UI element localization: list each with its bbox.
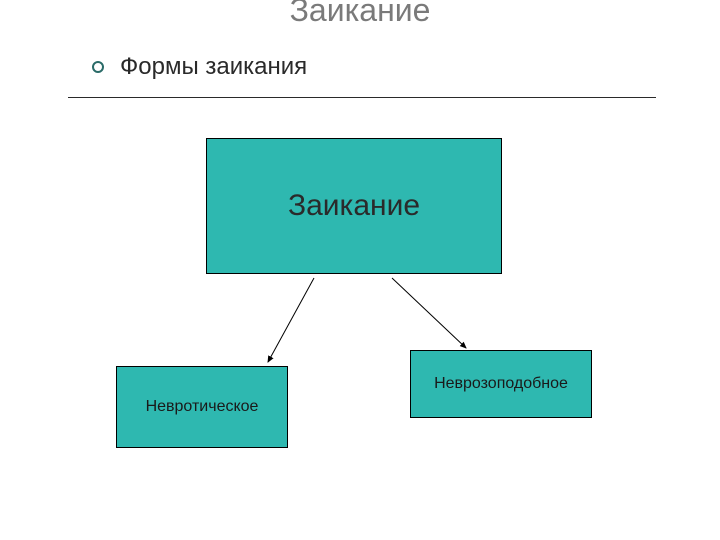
diagram-node-right: Неврозоподобное xyxy=(410,350,592,418)
diagram-edge-left xyxy=(268,278,314,362)
diagram-container: Заикание Невротическое Неврозоподобное xyxy=(0,98,720,478)
diagram-node-right-label: Неврозоподобное xyxy=(434,375,568,393)
diagram-node-root-label: Заикание xyxy=(288,189,420,223)
diagram-node-left-label: Невротическое xyxy=(146,398,259,416)
diagram-edge-right xyxy=(392,278,466,348)
bullet-text: Формы заикания xyxy=(120,53,307,81)
diagram-node-left: Невротическое xyxy=(116,366,288,448)
bullet-item: Формы заикания xyxy=(92,53,720,81)
diagram-node-root: Заикание xyxy=(206,138,502,274)
slide-title: Заикание xyxy=(0,0,720,29)
bullet-marker-icon xyxy=(92,61,104,73)
